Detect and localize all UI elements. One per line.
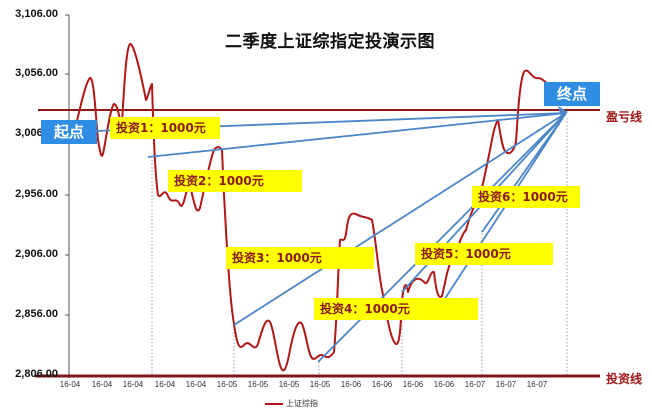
y-tick-label: 2,956.00 <box>15 188 58 200</box>
y-ticks <box>65 14 69 316</box>
x-tick-label: 16-04 <box>122 380 144 389</box>
end-marker: 终点 <box>544 82 600 106</box>
investment-rays <box>69 112 567 363</box>
investment-label-3: 投资3：1000元 <box>226 247 374 269</box>
x-tick-label: 16-06 <box>340 380 362 389</box>
x-tick-label: 16-06 <box>433 380 455 389</box>
x-tick-label: 16-04 <box>154 380 176 389</box>
x-tick-label: 16-04 <box>59 380 81 389</box>
x-tick-label: 16-07 <box>495 380 517 389</box>
x-tick-label: 16-06 <box>402 380 424 389</box>
price-line <box>75 42 549 372</box>
x-tick-label: 16-04 <box>91 380 113 389</box>
x-tick-label: 16-05 <box>247 380 269 389</box>
investment-label-6: 投资6：1000元 <box>472 186 580 208</box>
y-tick-label: 2,806.00 <box>15 368 58 380</box>
legend-swatch <box>265 402 283 405</box>
x-tick-label: 16-06 <box>371 380 393 389</box>
ray-6 <box>481 112 567 233</box>
investment-line-label: 投资线 <box>606 372 643 386</box>
y-tick-label: 3,106.00 <box>15 8 58 20</box>
chart-title: 二季度上证综指定投演示图 <box>225 32 435 52</box>
legend-label: 上证综指 <box>286 399 318 408</box>
x-tick-label: 16-07 <box>526 380 548 389</box>
investment-label-4: 投资4：1000元 <box>314 298 478 320</box>
ray-1 <box>147 112 567 158</box>
x-tick-label: 16-05 <box>309 380 331 389</box>
x-tick-label: 16-04 <box>185 380 207 389</box>
investment-label-2: 投资2：1000元 <box>168 170 302 192</box>
investment-label-1: 投资1：1000元 <box>110 117 220 139</box>
x-tick-label: 16-07 <box>464 380 486 389</box>
profit-loss-line-label: 盈亏线 <box>606 110 643 124</box>
ray-2 <box>233 112 567 326</box>
investment-label-5: 投资5：1000元 <box>415 243 553 265</box>
y-tick-label: 3,056.00 <box>15 67 58 79</box>
y-tick-label: 2,856.00 <box>15 308 58 320</box>
y-tick-label: 2,906.00 <box>15 248 58 260</box>
ray-3 <box>317 112 567 363</box>
x-tick-label: 16-05 <box>278 380 300 389</box>
arrowhead-icon <box>558 106 568 117</box>
start-marker: 起点 <box>41 120 97 144</box>
legend: 上证综指 <box>265 398 318 409</box>
x-tick-label: 16-05 <box>216 380 238 389</box>
